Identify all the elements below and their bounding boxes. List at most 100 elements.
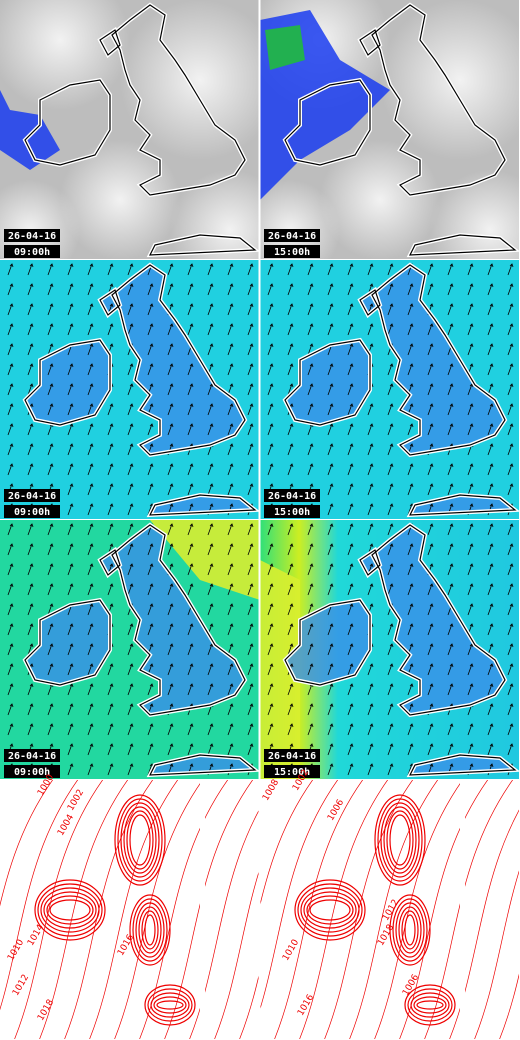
isobar	[164, 780, 254, 1039]
isobar	[239, 973, 259, 1039]
isobar-cluster	[306, 895, 354, 925]
isobar-cluster	[407, 988, 453, 1022]
isobar-cluster	[377, 798, 423, 882]
date-box	[264, 229, 320, 242]
wind-arrows	[0, 520, 259, 779]
date-label: 26-04-16	[8, 491, 56, 502]
time-box	[264, 245, 320, 258]
isobar-cluster	[416, 1000, 444, 1010]
isobar-cluster	[380, 802, 420, 878]
isobar-cluster	[374, 794, 426, 886]
isobar	[260, 780, 314, 907]
wind-arrows	[260, 520, 519, 779]
panel-content	[260, 0, 519, 259]
precip-strong	[265, 25, 305, 70]
isobar-cluster	[46, 895, 94, 925]
isobar-cluster	[40, 887, 100, 933]
panel-content	[260, 780, 519, 1039]
cloud	[320, 140, 440, 259]
time-label: 15:00h	[274, 767, 310, 778]
isobar-background	[0, 780, 259, 1039]
precip	[0, 90, 60, 170]
isobar-cluster	[404, 914, 416, 946]
isobar-cluster	[156, 1000, 184, 1010]
date-label: 26-04-16	[8, 751, 56, 762]
date-box	[264, 489, 320, 502]
isobar	[214, 870, 259, 1039]
isobar	[474, 870, 519, 1039]
seam	[200, 780, 205, 1039]
isobar-cluster	[147, 988, 193, 1022]
isobar	[374, 780, 464, 1039]
date-label: 26-04-16	[268, 491, 316, 502]
isobar	[14, 780, 104, 1039]
isobar-cluster	[404, 984, 456, 1026]
isobar-cluster	[294, 879, 366, 941]
isobar-cluster	[34, 879, 106, 941]
isobar	[274, 780, 364, 1039]
isobar-cluster	[309, 899, 351, 921]
time-label: 09:00h	[14, 507, 50, 518]
isobar-cluster	[43, 891, 97, 929]
isobar-cluster	[153, 996, 187, 1014]
panel-content	[0, 520, 259, 779]
isobar-cluster	[141, 910, 159, 950]
isobar-cluster	[129, 814, 151, 866]
isobar	[0, 780, 54, 907]
panel-content	[0, 0, 259, 259]
isobar-cluster	[135, 902, 165, 958]
isobar-cluster	[392, 898, 428, 962]
cloud	[120, 0, 259, 160]
isobar-cluster	[49, 899, 91, 921]
isobar	[449, 809, 519, 1039]
cloud	[60, 140, 180, 259]
date-box	[4, 229, 60, 242]
time-label: 15:00h	[274, 507, 310, 518]
isobar-cluster	[297, 883, 363, 937]
time-label: 09:00h	[14, 247, 50, 258]
isobar-cluster	[413, 996, 447, 1014]
date-box	[4, 489, 60, 502]
isobar-cluster	[117, 798, 163, 882]
map-panel: 26-04-16 09:00h	[0, 0, 259, 259]
map-panel: 26-04-16 15:00h	[260, 260, 519, 519]
seam	[460, 780, 465, 1039]
map-panel: 26-04-16 09:00h	[0, 520, 259, 779]
isobar	[349, 780, 439, 1039]
isobar-cluster	[114, 794, 166, 886]
isobar-cluster	[150, 992, 190, 1018]
isobar-cluster	[132, 898, 168, 962]
isobar-cluster	[37, 883, 103, 937]
panel-content	[260, 260, 519, 519]
isobar	[260, 780, 339, 1011]
isobar	[299, 780, 389, 1039]
isobar-cluster	[383, 806, 417, 874]
date-box	[264, 749, 320, 762]
isobar-cluster	[389, 894, 431, 966]
panel-content	[0, 780, 259, 1039]
wind-arrows	[0, 260, 259, 519]
map-panel: 26-04-16 15:00h	[260, 520, 519, 779]
isobar-cluster	[386, 810, 414, 870]
cloud	[0, 0, 130, 110]
isobar-cluster	[120, 802, 160, 878]
isobar-cluster	[144, 914, 156, 946]
isobar-cluster	[395, 902, 425, 958]
panel-content	[260, 520, 519, 779]
isobar	[114, 780, 204, 1039]
time-label: 09:00h	[14, 767, 50, 778]
date-label: 26-04-16	[8, 231, 56, 242]
time-box	[4, 765, 60, 778]
isobar	[39, 780, 129, 1039]
map-panel: 26-04-16 15:00h	[260, 0, 519, 259]
isobar	[424, 780, 514, 1039]
isobar-cluster	[410, 992, 450, 1018]
date-box	[4, 749, 60, 762]
isobar-cluster	[398, 906, 422, 954]
date-label: 26-04-16	[268, 751, 316, 762]
time-label: 15:00h	[274, 247, 310, 258]
time-box	[4, 245, 60, 258]
